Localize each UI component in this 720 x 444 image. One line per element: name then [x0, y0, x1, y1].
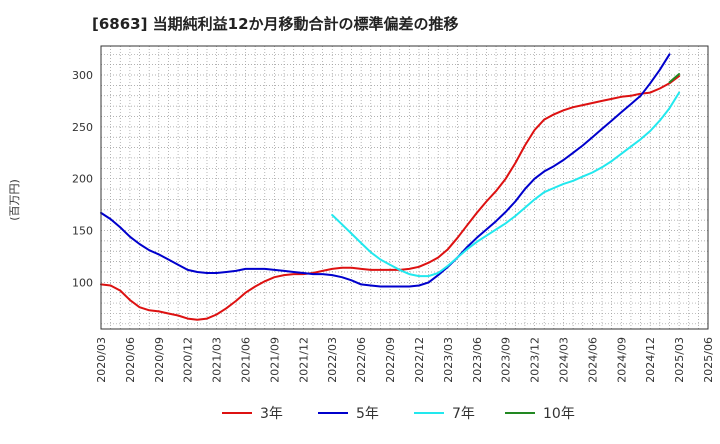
x-tick-label: 2020/06 — [124, 337, 137, 383]
x-tick-label: 2023/09 — [500, 337, 513, 383]
series-line-5年 — [100, 53, 671, 288]
legend: 3年 5年 7年 10年 — [222, 406, 575, 422]
x-tick-label: 2023/06 — [471, 337, 484, 383]
legend-label: 10年 — [543, 406, 575, 422]
x-tick-label: 2024/12 — [644, 337, 657, 383]
x-tick-label: 2025/03 — [673, 337, 686, 383]
x-tick-label: 2025/06 — [702, 337, 715, 383]
x-tick-label: 2020/03 — [95, 337, 108, 383]
x-tick-label: 2021/09 — [268, 337, 281, 383]
chart-title: [6863] 当期純利益12か月移動合計の標準偏差の推移 — [92, 15, 459, 33]
y-axis-label: (百万円) — [8, 179, 21, 221]
legend-label: 7年 — [452, 406, 475, 422]
x-tick-label: 2024/03 — [557, 337, 570, 383]
x-tick-label: 2022/09 — [384, 337, 397, 383]
x-tick-label: 2023/12 — [529, 337, 542, 383]
y-tick-label: 250 — [72, 121, 93, 134]
series-lines — [100, 53, 681, 321]
y-tick-label: 150 — [72, 225, 93, 238]
legend-label: 3年 — [260, 406, 283, 422]
legend-label: 5年 — [356, 406, 379, 422]
x-tick-label: 2024/06 — [586, 337, 599, 383]
x-tick-label: 2023/03 — [442, 337, 455, 383]
x-tick-label: 2022/03 — [326, 337, 339, 383]
series-line-3年 — [100, 75, 681, 321]
y-tick-label: 300 — [72, 69, 93, 82]
x-tick-label: 2021/03 — [211, 337, 224, 383]
x-tick-label: 2020/12 — [182, 337, 195, 383]
series-line-10年 — [668, 73, 681, 84]
x-tick-label: 2021/06 — [240, 337, 253, 383]
grid-lines — [101, 46, 708, 329]
x-tick-label: 2024/09 — [615, 337, 628, 383]
plot-frame — [100, 45, 709, 330]
y-tick-label: 200 — [72, 173, 93, 186]
series-line-7年 — [331, 91, 681, 278]
axis-labels: 100 150 200 250 300 2020/03 2020/06 2020/09 2020… — [72, 69, 715, 383]
x-tick-label: 2021/12 — [297, 337, 310, 383]
y-tick-label: 100 — [72, 276, 93, 289]
x-tick-label: 2020/09 — [153, 337, 166, 383]
x-tick-label: 2022/06 — [355, 337, 368, 383]
x-tick-label: 2022/12 — [413, 337, 426, 383]
